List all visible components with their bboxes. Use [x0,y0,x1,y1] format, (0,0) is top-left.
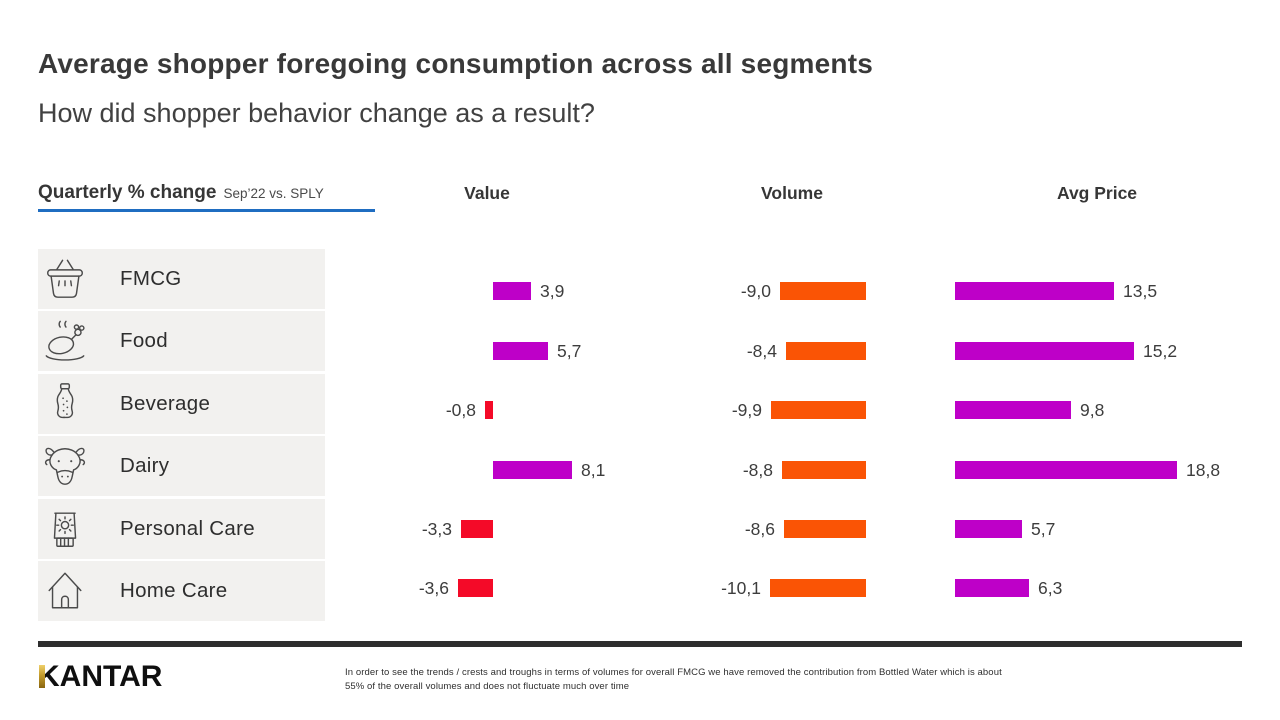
cow-icon [40,441,90,491]
bar-value-personal-care [461,520,493,538]
category-label: Personal Care [120,517,255,540]
footnote: In order to see the trends / crests and … [345,666,1135,694]
basket-icon [40,254,90,304]
bar-value-label-value-personal-care: -3,3 [421,519,452,539]
bar-value-food [493,342,548,360]
bar-value-label-avg-price-dairy: 18,8 [1186,460,1221,480]
axis-underline [38,209,375,212]
bar-value-fmcg [493,282,531,300]
bar-value-dairy [493,461,572,479]
category-row-beverage: Beverage [38,374,325,434]
bar-value-label-volume-personal-care: -8,6 [744,519,775,539]
house-icon [40,566,90,616]
category-row-fmcg: FMCG [38,249,325,309]
bar-avg-price-personal-care [955,520,1022,538]
category-label: Food [120,329,168,352]
category-row-personal-care: Personal Care [38,499,325,559]
bar-value-label-value-food: 5,7 [557,341,582,361]
left-axis-header: Quarterly % change Sep’22 vs. SPLY [38,182,324,204]
bar-volume-food [786,342,866,360]
footnote-line2: 55% of the overall volumes and does not … [345,681,630,692]
bar-value-label-avg-price-personal-care: 5,7 [1031,519,1056,539]
bar-value-beverage [485,401,493,419]
bar-value-label-volume-dairy: -8,8 [742,460,773,480]
bar-value-home-care [458,579,493,597]
bar-value-label-value-fmcg: 3,9 [540,281,565,301]
bar-avg-price-food [955,342,1134,360]
bar-volume-dairy [782,461,866,479]
bar-volume-home-care [770,579,866,597]
bar-value-label-value-home-care: -3,6 [418,578,449,598]
sunscreen-tube-icon [40,504,90,554]
bar-avg-price-dairy [955,461,1177,479]
roast-chicken-icon [40,316,90,366]
bar-value-label-volume-home-care: -10,1 [721,578,761,598]
soda-bottle-icon [40,379,90,429]
category-label: FMCG [120,267,182,290]
bar-value-label-avg-price-home-care: 6,3 [1038,578,1063,598]
category-row-food: Food [38,311,325,371]
bar-value-label-volume-food: -8,4 [746,341,777,361]
column-header-avg-price: Avg Price [1056,183,1138,203]
bar-value-label-value-beverage: -0,8 [445,400,476,420]
bar-avg-price-beverage [955,401,1071,419]
bar-value-label-avg-price-fmcg: 13,5 [1123,281,1158,301]
column-header-value: Value [464,183,510,203]
bar-volume-personal-care [784,520,866,538]
bar-volume-fmcg [780,282,866,300]
logo-gold-bar [39,665,45,688]
logo-text: KANTAR [38,660,163,693]
bar-value-label-volume-fmcg: -9,0 [740,281,771,301]
column-header-volume: Volume [761,183,823,203]
bar-avg-price-home-care [955,579,1029,597]
footer-divider [38,641,1242,647]
axis-label: Quarterly % change [38,182,217,203]
category-label: Beverage [120,392,211,415]
bar-volume-beverage [771,401,866,419]
bar-value-label-value-dairy: 8,1 [581,460,606,480]
category-row-home-care: Home Care [38,561,325,621]
category-label: Home Care [120,579,228,602]
bar-avg-price-fmcg [955,282,1114,300]
bar-value-label-volume-beverage: -9,9 [731,400,762,420]
bar-value-label-avg-price-food: 15,2 [1143,341,1178,361]
footnote-line1: In order to see the trends / crests and … [345,667,1002,678]
category-row-dairy: Dairy [38,436,325,496]
bar-value-label-avg-price-beverage: 9,8 [1080,400,1105,420]
axis-sublabel: Sep’22 vs. SPLY [223,186,324,201]
kantar-logo: KANTAR [38,661,162,693]
page-title: Average shopper foregoing consumption ac… [38,48,873,79]
category-label: Dairy [120,454,170,477]
page-subtitle: How did shopper behavior change as a res… [38,98,595,128]
